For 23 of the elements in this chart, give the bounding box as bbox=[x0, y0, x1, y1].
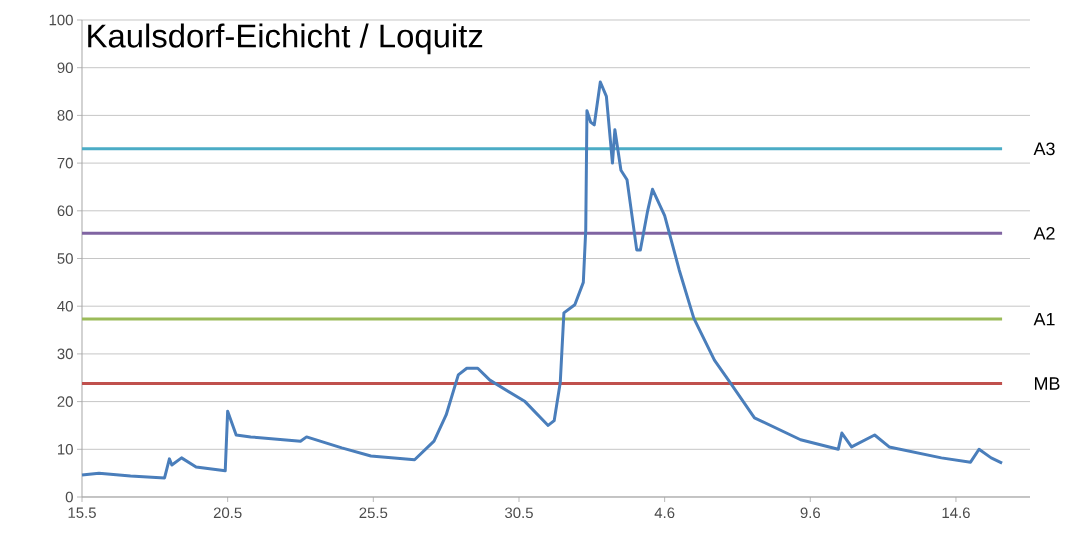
x-tick-label: 15.5 bbox=[68, 507, 96, 518]
x-tick-label: 20.5 bbox=[213, 507, 242, 519]
y-tick-label: 50 bbox=[57, 253, 73, 264]
x-tick-label: 9.6 bbox=[800, 507, 821, 519]
y-tick-label: 10 bbox=[58, 444, 73, 455]
x-tick-label: 14.6 bbox=[942, 507, 970, 519]
y-tick-label: 0 bbox=[65, 491, 73, 503]
x-tick-label: 4.6 bbox=[654, 507, 675, 519]
y-tick-label: 20 bbox=[57, 396, 73, 407]
y-tick-label: 30 bbox=[57, 348, 73, 360]
ref-line-label: MB bbox=[1035, 377, 1060, 390]
ref-line-label: A1 bbox=[1033, 312, 1055, 326]
y-tick-label: 90 bbox=[57, 62, 73, 73]
y-tick-label: 40 bbox=[57, 300, 73, 312]
ref-line-label: A3 bbox=[1033, 142, 1055, 156]
ref-line-label: A2 bbox=[1033, 226, 1055, 240]
y-tick-label: 100 bbox=[49, 14, 73, 26]
y-tick-label: 60 bbox=[57, 205, 73, 217]
chart-title: Kaulsdorf-Eichicht / Loquitz bbox=[88, 23, 483, 55]
y-tick-label: 80 bbox=[57, 110, 73, 121]
x-tick-label: 30.5 bbox=[505, 507, 533, 519]
y-tick-label: 70 bbox=[57, 157, 73, 169]
x-tick-label: 25.5 bbox=[359, 507, 388, 519]
